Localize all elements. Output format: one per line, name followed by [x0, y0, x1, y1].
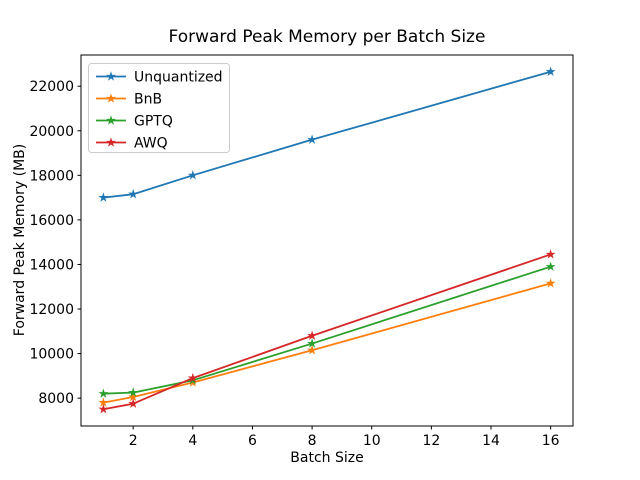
y-tick-label: 8000: [38, 391, 74, 407]
y-tick-label: 12000: [29, 302, 74, 318]
y-tick-label: 10000: [29, 347, 74, 363]
data-point-marker-bnb: [128, 391, 139, 402]
x-tick-label: 12: [422, 433, 440, 449]
x-axis-ticks: 2 4 6 8 10 12 14 16: [129, 426, 560, 449]
legend-label-unquantized: Unquantized: [134, 70, 223, 86]
data-point-marker-unquantized: [545, 66, 556, 76]
data-point-marker-awq: [545, 249, 556, 259]
data-point-marker-awq: [98, 404, 109, 414]
y-axis-ticks: 8000 10000 12000 14000 16000 18000 20000 22000: [29, 79, 81, 407]
legend: Unquantized BnB GPTQ AWQ: [88, 63, 230, 153]
data-point-marker-unquantized: [187, 170, 198, 180]
plot-frame: [80, 54, 574, 427]
y-tick-label: 18000: [29, 168, 74, 184]
x-tick-label: 16: [542, 433, 560, 449]
data-point-marker-gptq: [98, 388, 109, 398]
data-point-marker-gptq: [307, 338, 318, 348]
x-tick-label: 6: [248, 433, 257, 449]
data-point-marker-unquantized: [307, 134, 318, 144]
x-tick-label: 2: [129, 433, 138, 449]
x-axis-label: Batch Size: [290, 450, 363, 466]
legend-marker-sample: [106, 71, 116, 81]
x-tick-label: 14: [482, 433, 500, 449]
y-axis-label: Forward Peak Memory (MB): [12, 144, 28, 336]
legend-label-awq: AWQ: [134, 136, 168, 152]
legend-label-gptq: GPTQ: [134, 114, 173, 130]
legend-marker-sample: [106, 137, 116, 147]
legend-marker-sample: [106, 115, 116, 125]
y-tick-label: 16000: [29, 213, 74, 229]
y-tick-label: 22000: [29, 79, 74, 95]
series-lines: [98, 66, 556, 414]
data-point-marker-unquantized: [98, 192, 109, 202]
chart-title: Forward Peak Memory per Batch Size: [169, 27, 486, 47]
legend-label-bnb: BnB: [134, 92, 162, 108]
y-tick-label: 20000: [29, 124, 74, 140]
data-point-marker-bnb: [98, 397, 109, 407]
data-point-marker-bnb: [307, 345, 318, 355]
data-point-marker-awq: [128, 398, 139, 408]
legend-frame: [88, 63, 230, 153]
legend-marker-sample: [106, 93, 116, 103]
y-tick-label: 14000: [29, 257, 74, 273]
data-point-marker-awq: [187, 372, 198, 383]
x-tick-label: 8: [308, 433, 317, 449]
data-point-marker-awq: [307, 330, 318, 340]
data-point-marker-unquantized: [128, 189, 139, 199]
data-point-marker-bnb: [545, 278, 556, 288]
data-point-marker-gptq: [128, 387, 139, 397]
x-tick-label: 10: [363, 433, 381, 449]
data-point-marker-gptq: [545, 261, 556, 271]
x-tick-label: 4: [188, 433, 197, 449]
